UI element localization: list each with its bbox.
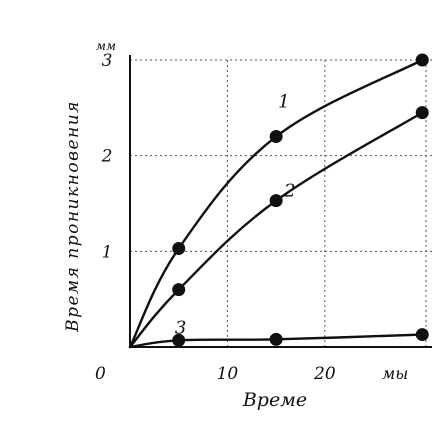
x-axis-label: Време: [242, 389, 307, 411]
data-point: [415, 328, 429, 342]
data-point: [172, 283, 186, 297]
series-group: 1 2 3: [128, 53, 429, 349]
data-point: [172, 241, 186, 255]
series-line: [128, 58, 424, 349]
y-unit-label: мм: [96, 39, 116, 53]
data-point: [415, 106, 429, 120]
data-point: [415, 53, 429, 67]
series-label: 3: [175, 318, 186, 339]
series-1: 1: [128, 53, 429, 349]
series-line: [128, 111, 424, 349]
x-tick-label: 10: [217, 364, 239, 384]
y-tick-label: 1: [102, 242, 113, 262]
tick-labels: 10 20 1 2 3: [101, 51, 336, 384]
origin-label: 0: [95, 364, 106, 384]
axes: [129, 55, 432, 348]
series-2: 2: [128, 106, 429, 349]
series-label: 2: [283, 181, 295, 202]
y-tick-label: 3: [102, 51, 113, 71]
x-unit-label: мы: [382, 364, 408, 383]
series-label: 1: [278, 91, 289, 112]
series-3: 3: [128, 318, 429, 349]
y-axis-label: Время проникновения: [63, 100, 83, 333]
x-tick-label: 20: [313, 364, 336, 384]
y-tick-label: 2: [101, 147, 113, 167]
data-point: [269, 332, 283, 346]
data-point: [172, 333, 186, 347]
data-point: [269, 194, 283, 208]
series-line: [128, 333, 424, 349]
data-point: [269, 130, 283, 144]
